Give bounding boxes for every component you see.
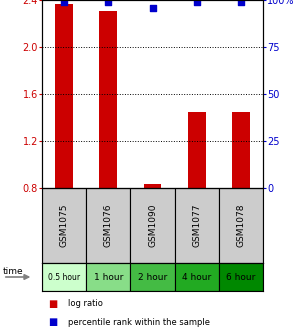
- Text: GSM1077: GSM1077: [192, 204, 201, 247]
- Text: percentile rank within the sample: percentile rank within the sample: [68, 318, 210, 327]
- Bar: [219, 263, 263, 291]
- Text: 6 hour: 6 hour: [226, 272, 255, 282]
- Point: [106, 0, 111, 5]
- Text: 4 hour: 4 hour: [182, 272, 211, 282]
- Point: [150, 5, 155, 10]
- Text: log ratio: log ratio: [68, 299, 103, 308]
- Bar: [42, 188, 86, 263]
- Text: GSM1090: GSM1090: [148, 204, 157, 247]
- Bar: [99, 10, 117, 188]
- Bar: [55, 3, 73, 188]
- Text: time: time: [3, 267, 23, 276]
- Text: GSM1078: GSM1078: [236, 204, 246, 247]
- Text: ■: ■: [48, 318, 57, 328]
- Text: 2 hour: 2 hour: [138, 272, 167, 282]
- Bar: [219, 188, 263, 263]
- Point: [194, 0, 199, 5]
- Point: [62, 0, 67, 5]
- Bar: [42, 263, 86, 291]
- Point: [239, 0, 243, 5]
- Bar: [130, 263, 175, 291]
- Bar: [86, 263, 130, 291]
- Bar: [188, 112, 206, 188]
- Bar: [175, 188, 219, 263]
- Bar: [130, 188, 175, 263]
- Text: ■: ■: [48, 299, 57, 308]
- Bar: [232, 112, 250, 188]
- Text: 1 hour: 1 hour: [93, 272, 123, 282]
- Bar: [175, 263, 219, 291]
- Bar: [144, 184, 161, 188]
- Bar: [86, 188, 130, 263]
- Text: 0.5 hour: 0.5 hour: [48, 272, 80, 282]
- Text: GSM1076: GSM1076: [104, 204, 113, 247]
- Text: GSM1075: GSM1075: [59, 204, 69, 247]
